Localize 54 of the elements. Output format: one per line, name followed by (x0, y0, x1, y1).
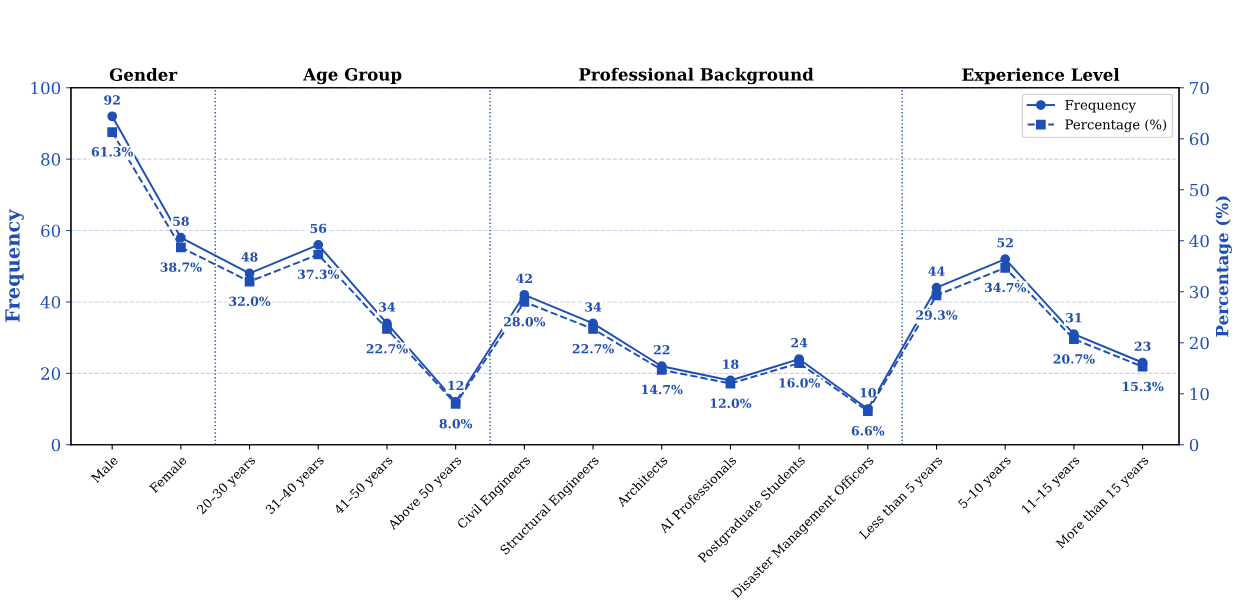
data-label: 31 (1066, 312, 1082, 323)
data-label: 10 (860, 387, 876, 398)
data-label: 6.6% (851, 426, 885, 436)
y2-tick-label: 20 (1189, 336, 1209, 350)
legend-label: Frequency (1065, 100, 1136, 113)
data-label: 22 (653, 345, 670, 355)
data-label: 18 (723, 359, 739, 369)
data-label: 14.7% (642, 384, 683, 395)
text: Experience Level (962, 68, 1120, 85)
y2-tick-label: 30 (1190, 285, 1209, 299)
y2-tick-label: 0 (1189, 438, 1199, 452)
data-label: 37.3% (297, 269, 340, 279)
text: Gender (109, 68, 178, 81)
y2-tick-label: 40 (1189, 234, 1209, 248)
y2-tick-label: 10 (1190, 387, 1209, 401)
y-tick-label: 80 (41, 153, 61, 166)
data-label: 12.0% (710, 398, 752, 408)
data-label: 20.7% (1053, 354, 1095, 364)
data-label: 24 (791, 337, 808, 348)
data-label: 32.0% (229, 296, 271, 306)
y2-tick-label: 70 (1190, 81, 1209, 95)
y-tick-label: 100 (31, 81, 61, 95)
data-label: 92 (104, 95, 120, 105)
legend-label: Percentage (%) (1065, 119, 1167, 133)
data-label: 16.0% (779, 378, 820, 388)
data-label: 52 (997, 238, 1013, 248)
y2-axis-title: Percentage (%) (1215, 196, 1232, 337)
data-label: 28.0% (504, 316, 546, 327)
data-label: 44 (928, 266, 945, 276)
y2-tick-label: 50 (1190, 183, 1209, 197)
data-label: 34.7% (984, 282, 1027, 293)
data-label: 15.3% (1122, 381, 1164, 392)
data-label: 12 (448, 380, 464, 391)
y-tick-label: 60 (41, 224, 61, 238)
data-label: 58 (173, 216, 189, 227)
data-label: 56 (310, 223, 327, 234)
y-tick-label: 20 (41, 367, 61, 380)
data-label: 23 (1134, 341, 1151, 351)
data-label: 38.7% (160, 262, 202, 272)
data-label: 8.0% (439, 418, 473, 429)
data-label: 42 (516, 273, 532, 283)
data-label: 22.7% (366, 343, 408, 354)
text: Professional Background (579, 67, 814, 85)
data-label: 61.3% (91, 147, 134, 157)
text: Age Group (303, 68, 402, 85)
data-label: 34 (585, 302, 602, 312)
y-tick-label: 0 (51, 438, 61, 452)
y-tick-label: 40 (40, 295, 61, 309)
y-axis-title: Frequency (5, 209, 24, 323)
data-label: 34 (379, 302, 396, 312)
data-label: 48 (241, 252, 258, 262)
data-label: 29.3% (916, 310, 958, 320)
y2-tick-label: 60 (1189, 132, 1209, 146)
data-label: 22.7% (572, 343, 614, 354)
